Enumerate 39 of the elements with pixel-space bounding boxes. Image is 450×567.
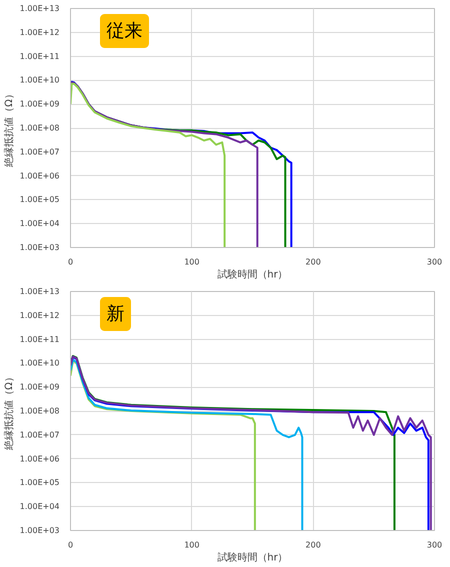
y-tick-label: 1.00E+07: [20, 147, 60, 156]
y-tick-label: 1.00E+09: [20, 100, 60, 109]
y-tick-label: 1.00E+06: [20, 171, 60, 180]
y-tick-label: 1.00E+13: [20, 287, 60, 296]
x-tick-label: 100: [184, 258, 200, 266]
x-tick-label: 100: [184, 540, 200, 550]
x-tick-label: 200: [306, 258, 321, 266]
y-axis-title: 絶縁抵抗値（Ω）: [2, 372, 15, 451]
line-series: [70, 359, 256, 530]
y-tick-label: 1.00E+08: [20, 124, 60, 132]
y-tick-label: 1.00E+12: [20, 310, 60, 320]
y-tick-label: 1.00E+08: [20, 406, 60, 416]
x-tick-label: 0: [68, 258, 74, 266]
y-tick-label: 1.00E+04: [20, 502, 60, 512]
annotation: 新: [106, 304, 124, 324]
y-tick-label: 1.00E+05: [20, 195, 60, 204]
y-tick-label: 1.00E+10: [20, 76, 60, 85]
x-tick-label: 300: [426, 258, 442, 266]
y-tick-label: 1.00E+03: [20, 526, 60, 535]
y-tick-label: 1.00E+04: [20, 219, 60, 228]
y-tick-label: 1.00E+07: [20, 430, 60, 440]
x-axis-title: 試験時間（hr）: [217, 268, 288, 280]
y-tick-label: 1.00E+06: [20, 454, 60, 464]
x-tick-label: 0: [68, 540, 74, 550]
y-tick-label: 1.00E+05: [20, 478, 60, 488]
y-tick-label: 1.00E+12: [20, 28, 60, 37]
y-tick-label: 1.00E+03: [20, 243, 60, 252]
y-axis-title: 絶縁抵抗値（Ω）: [2, 89, 15, 168]
line-series: [70, 82, 226, 248]
line-series: [70, 358, 304, 530]
annotation: 従来: [106, 20, 142, 42]
y-tick-label: 1.00E+11: [20, 52, 60, 61]
x-tick-label: 200: [306, 540, 321, 550]
x-axis-title: 試験時間（hr）: [217, 552, 288, 564]
y-tick-label: 1.00E+09: [20, 382, 60, 392]
x-tick-label: 300: [426, 540, 442, 550]
y-tick-label: 1.00E+10: [20, 358, 60, 368]
y-tick-label: 1.00E+11: [20, 334, 60, 344]
y-tick-label: 1.00E+13: [20, 4, 60, 13]
